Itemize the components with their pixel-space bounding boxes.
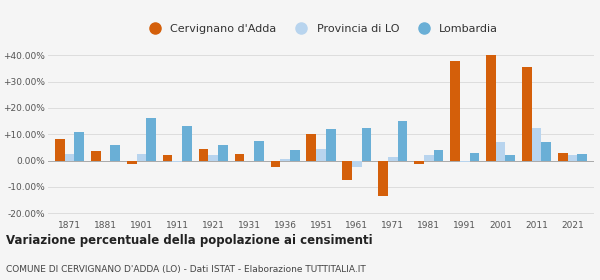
Bar [378, 160, 388, 196]
Bar [146, 118, 156, 160]
Bar [470, 153, 479, 160]
Bar [577, 154, 587, 160]
Bar [450, 60, 460, 160]
Bar [424, 155, 434, 160]
Bar [199, 149, 208, 160]
Bar [414, 160, 424, 164]
Bar [434, 150, 443, 160]
Bar [163, 155, 172, 160]
Bar [182, 126, 192, 160]
Bar [505, 155, 515, 160]
Bar [91, 151, 101, 160]
Bar [316, 149, 326, 160]
Bar [127, 160, 137, 164]
Bar [290, 150, 299, 160]
Bar [398, 121, 407, 160]
Bar [208, 155, 218, 160]
Bar [280, 159, 290, 160]
Bar [496, 142, 505, 160]
Bar [568, 155, 577, 160]
Legend: Cervignano d'Adda, Provincia di LO, Lombardia: Cervignano d'Adda, Provincia di LO, Lomb… [139, 19, 503, 38]
Bar [110, 145, 120, 160]
Bar [307, 134, 316, 160]
Bar [218, 145, 228, 160]
Bar [460, 160, 470, 162]
Text: COMUNE DI CERVIGNANO D'ADDA (LO) - Dati ISTAT - Elaborazione TUTTITALIA.IT: COMUNE DI CERVIGNANO D'ADDA (LO) - Dati … [6, 265, 366, 274]
Bar [352, 160, 362, 167]
Bar [172, 160, 182, 162]
Bar [74, 132, 84, 160]
Bar [522, 67, 532, 160]
Bar [271, 160, 280, 167]
Bar [388, 157, 398, 160]
Bar [65, 154, 74, 160]
Bar [343, 160, 352, 180]
Bar [362, 128, 371, 160]
Bar [55, 139, 65, 160]
Bar [532, 128, 541, 160]
Bar [137, 154, 146, 160]
Bar [486, 55, 496, 160]
Bar [558, 153, 568, 160]
Bar [326, 129, 335, 160]
Text: Variazione percentuale della popolazione ai censimenti: Variazione percentuale della popolazione… [6, 234, 373, 247]
Bar [254, 141, 264, 160]
Bar [541, 142, 551, 160]
Bar [235, 154, 244, 160]
